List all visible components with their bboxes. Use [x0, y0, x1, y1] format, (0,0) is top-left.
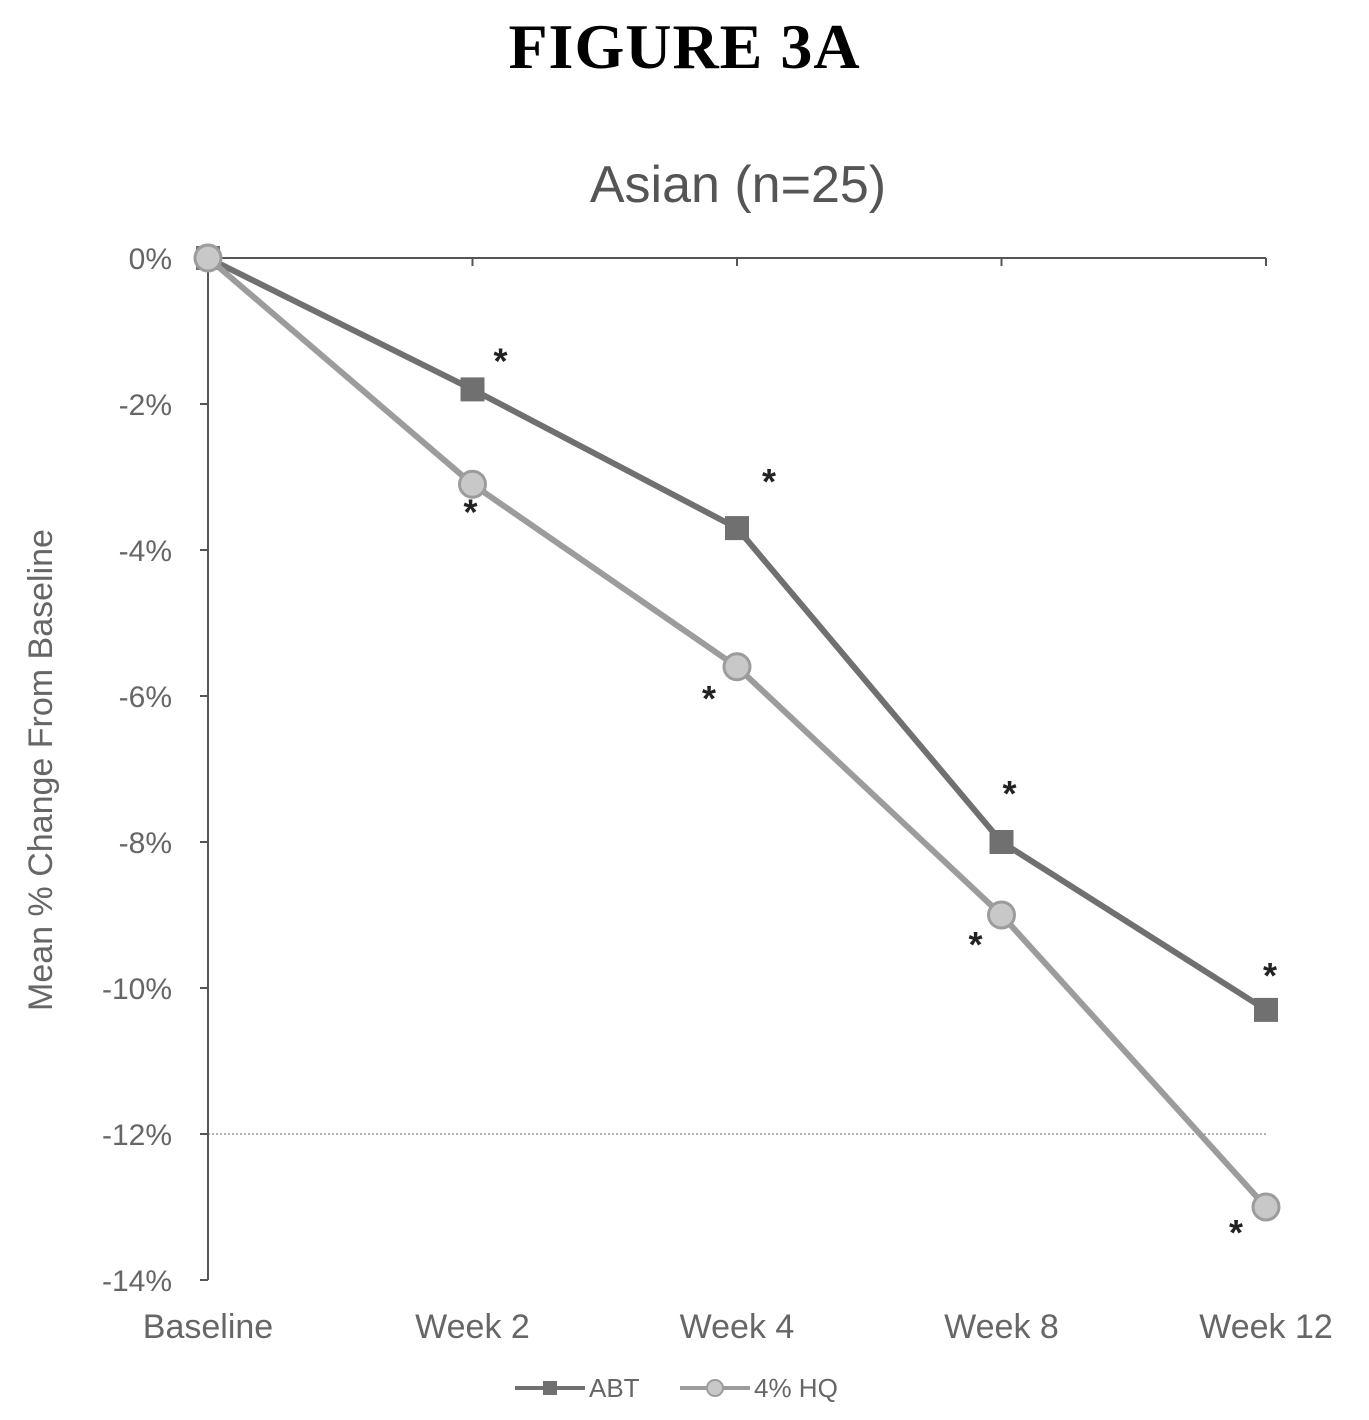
y-tick-label: -8% — [119, 827, 172, 860]
data-point-abt — [989, 830, 1014, 854]
significance-asterisk: * — [1229, 1212, 1243, 1253]
legend-marker-hq — [706, 1379, 724, 1397]
y-tick-label: -6% — [119, 681, 172, 714]
significance-asterisk: * — [1002, 773, 1016, 814]
x-tick-label: Week 8 — [944, 1308, 1059, 1346]
y-tick-label: -14% — [102, 1265, 172, 1298]
y-tick-label: -10% — [102, 973, 172, 1006]
significance-asterisk: * — [1263, 955, 1277, 996]
x-tick-label: Week 4 — [680, 1308, 795, 1346]
significance-asterisk: * — [463, 491, 477, 532]
figure-label: FIGURE 3A — [508, 11, 861, 82]
plot-area: 0% -2% -4% -6% -8% -10% -12% -14% Baseline Week 2… — [102, 243, 1333, 1346]
data-point-hq — [722, 652, 752, 682]
x-tick-label: Week 12 — [1199, 1308, 1333, 1346]
y-tick-label: -4% — [119, 535, 172, 568]
legend: ABT 4% HQ — [515, 1373, 838, 1403]
legend-label: 4% HQ — [754, 1373, 838, 1403]
chart-title: Asian (n=25) — [590, 156, 886, 214]
y-axis-label: Mean % Change From Baseline — [22, 529, 60, 1011]
y-tick-label: -2% — [119, 389, 172, 422]
data-point-hq — [1251, 1192, 1281, 1222]
x-tick-label: Baseline — [143, 1308, 273, 1346]
significance-asterisk: * — [968, 924, 982, 965]
significance-asterisk: * — [702, 678, 716, 719]
series-line-abt — [206, 255, 1268, 1013]
series-line-4-hq — [206, 255, 1269, 1210]
y-tick-label: 0% — [129, 243, 172, 276]
data-point-abt — [725, 516, 749, 541]
data-point-abt — [460, 377, 485, 402]
data-point-abt — [1254, 997, 1278, 1022]
legend-marker-abt — [543, 1381, 557, 1395]
legend-label: ABT — [589, 1373, 640, 1403]
data-point-hq — [193, 243, 223, 273]
x-tick-label: Week 2 — [415, 1308, 530, 1346]
data-point-hq — [458, 469, 487, 499]
significance-asterisk: * — [493, 340, 507, 381]
y-tick-label: -12% — [102, 1119, 172, 1152]
data-point-hq — [987, 900, 1016, 930]
significance-asterisk: * — [762, 461, 776, 502]
